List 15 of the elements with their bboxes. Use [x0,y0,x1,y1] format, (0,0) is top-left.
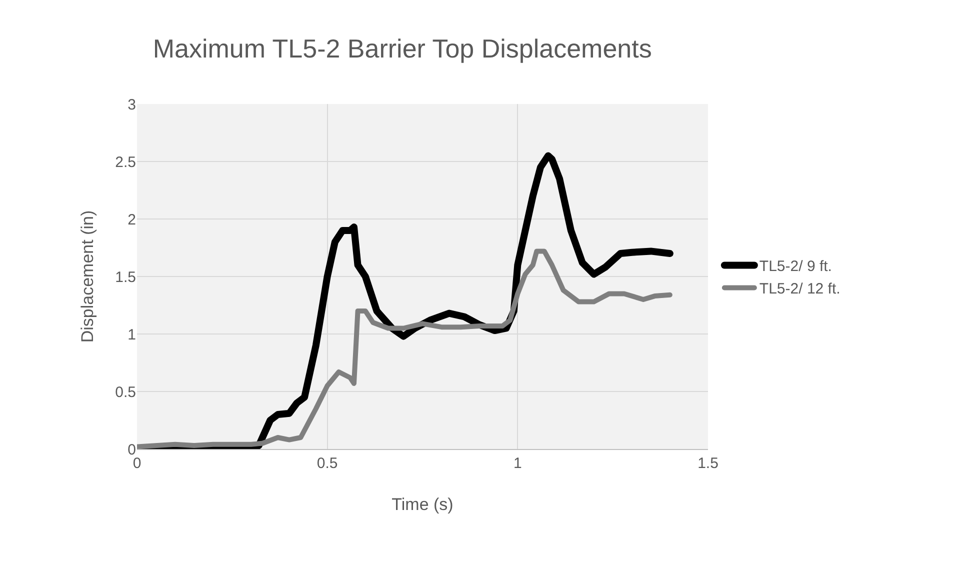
x-tick-label: 0.5 [316,455,338,472]
x-tick-label: 1 [514,455,522,472]
y-tick-label: 1.5 [115,268,136,286]
y-axis-title: Displacement (in) [78,210,97,343]
legend-label: TL5-2/ 9 ft. [759,258,832,276]
y-tick-label: 3 [128,96,136,114]
y-tick-label: 1 [128,326,136,344]
y-tick-label: 0 [128,441,136,458]
x-tick-label: 1.5 [698,455,718,472]
y-tick-label: 2.5 [115,154,136,171]
y-tick-label: 0.5 [115,384,136,401]
y-tick-label: 2 [128,211,136,228]
chart-title: Maximum TL5-2 Barrier Top Displacements [152,34,652,64]
legend-label: TL5-2/ 12 ft. [759,280,840,298]
x-axis-title: Time (s) [392,495,454,514]
